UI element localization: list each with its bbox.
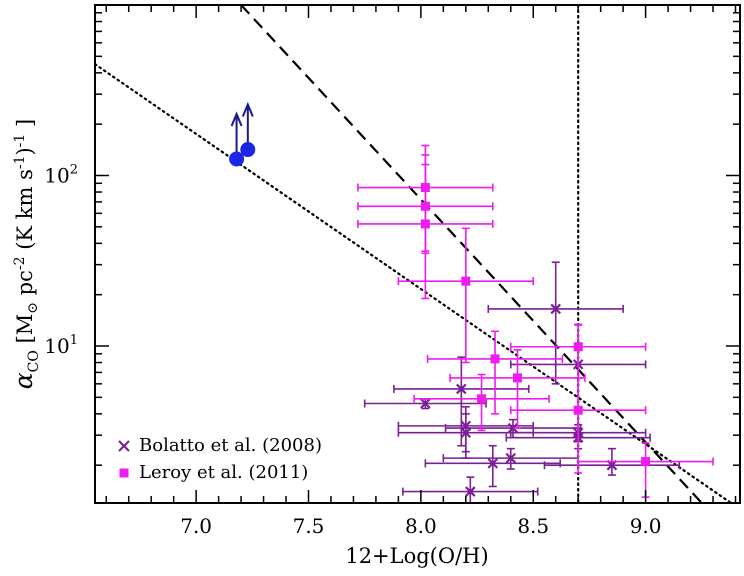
data-point bbox=[240, 101, 256, 158]
y-label-close-exp: -1 bbox=[12, 134, 28, 148]
square-marker bbox=[641, 457, 651, 467]
x-stroke-b bbox=[487, 458, 499, 469]
x-marker bbox=[505, 452, 517, 464]
x-tick-label-1: 7.5 bbox=[293, 514, 325, 538]
series-2 bbox=[229, 101, 256, 167]
y-label-close: ) bbox=[13, 147, 37, 155]
x-tick-label-4: 9.0 bbox=[630, 514, 662, 538]
plot-frame bbox=[94, 4, 741, 504]
legend-markers bbox=[118, 440, 130, 478]
data-point bbox=[487, 261, 624, 385]
x-axis-label: 12+Log(O/H) bbox=[345, 544, 488, 568]
square-marker bbox=[490, 354, 500, 364]
x-stroke-b bbox=[118, 440, 130, 452]
y-axis-label: αCO [M⊙ pc-2 (K km s-1)-1 ] bbox=[9, 119, 42, 389]
y-tick-exponent: 2 bbox=[70, 163, 78, 178]
data-point bbox=[229, 111, 245, 167]
y-tick-base: 10 bbox=[44, 334, 69, 358]
x-marker bbox=[456, 383, 467, 395]
legend-marker-square bbox=[119, 468, 129, 478]
x-stroke-b bbox=[456, 383, 467, 395]
square-marker bbox=[477, 394, 487, 404]
circle-marker bbox=[240, 142, 256, 158]
data-series bbox=[229, 101, 714, 503]
circle-marker bbox=[229, 151, 245, 167]
x-stroke-b bbox=[460, 427, 472, 439]
x-marker bbox=[420, 398, 431, 409]
x-stroke-b bbox=[465, 486, 476, 497]
limit-arrow-head bbox=[230, 111, 243, 127]
data-point bbox=[413, 373, 550, 432]
y-label-alpha-sub: CO bbox=[26, 350, 42, 372]
y-tick-base: 10 bbox=[44, 164, 69, 188]
legend-label-leroy: Leroy et al. (2011) bbox=[139, 462, 308, 483]
x-stroke-b bbox=[420, 398, 431, 409]
square-marker bbox=[573, 405, 583, 415]
x-stroke-b bbox=[550, 303, 561, 315]
data-point bbox=[424, 444, 562, 488]
x-tick-label-3: 8.5 bbox=[517, 514, 549, 538]
legend-label-bolatto: Bolatto et al. (2008) bbox=[139, 435, 322, 456]
data-point bbox=[509, 323, 647, 408]
y-label-alpha: α bbox=[9, 372, 38, 389]
data-point bbox=[509, 377, 647, 474]
data-point bbox=[393, 356, 530, 447]
y-tick-label-0: 101 bbox=[44, 333, 78, 358]
data-point bbox=[363, 398, 487, 410]
data-point bbox=[397, 227, 535, 364]
data-point bbox=[577, 442, 714, 498]
x-marker bbox=[460, 427, 472, 439]
y-label-pc-exp: -2 bbox=[12, 256, 28, 270]
x-stroke-b bbox=[505, 452, 517, 464]
y-tick-label-1: 102 bbox=[44, 163, 78, 188]
square-marker bbox=[420, 219, 430, 229]
square-marker bbox=[513, 373, 523, 383]
x-tick-label-0: 7.0 bbox=[180, 514, 212, 538]
y-tick-exponent: 1 bbox=[70, 333, 78, 348]
data-point bbox=[402, 476, 539, 503]
y-label-pc: pc bbox=[13, 270, 37, 302]
y-label-s-exp: -1 bbox=[12, 156, 28, 170]
y-label-kkms: (K km s bbox=[13, 169, 37, 256]
y-label-odot: ⊙ bbox=[25, 302, 41, 314]
x-tick-label-2: 8.0 bbox=[405, 514, 437, 538]
y-label-bracket: ] bbox=[13, 119, 37, 134]
x-marker bbox=[550, 303, 561, 315]
data-point bbox=[426, 330, 564, 415]
data-point bbox=[449, 348, 586, 429]
legend-marker-x bbox=[118, 440, 130, 452]
square-marker bbox=[573, 342, 583, 352]
series-1 bbox=[357, 144, 714, 498]
legend: Bolatto et al. (2008) Leroy et al. (2011… bbox=[118, 435, 322, 483]
x-marker bbox=[465, 486, 476, 497]
y-label-open: [M bbox=[13, 314, 37, 350]
limit-arrow-head bbox=[241, 101, 254, 117]
square-marker bbox=[461, 276, 471, 286]
line-dotted-relation bbox=[95, 63, 733, 503]
x-marker bbox=[487, 458, 499, 469]
data-point bbox=[357, 154, 494, 300]
